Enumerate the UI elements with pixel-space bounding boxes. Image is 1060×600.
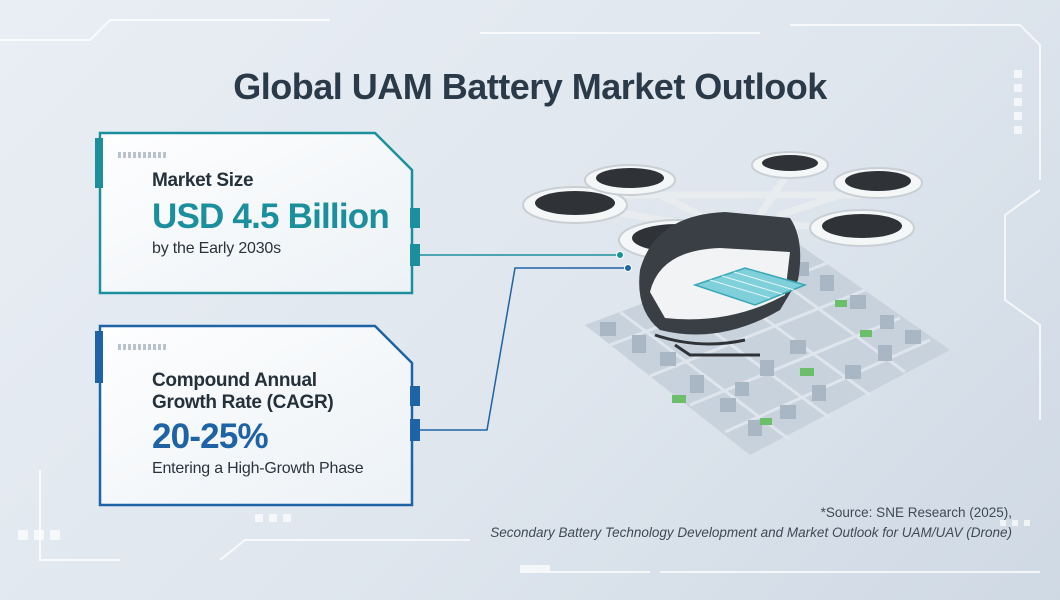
source-line2: Secondary Battery Technology Development…: [490, 525, 1012, 540]
cagr-text: Compound Annual Growth Rate (CAGR) 20-25…: [152, 370, 402, 478]
cagr-note: Entering a High-Growth Phase: [152, 460, 364, 477]
cagr-label-line1: Compound Annual: [152, 370, 317, 391]
page-title: Global UAM Battery Market Outlook: [233, 66, 827, 107]
cagr-value: 20-25%: [152, 417, 269, 456]
market-size-value: USD 4.5 Billion: [152, 197, 390, 236]
source-citation: *Source: SNE Research (2025), Secondary …: [490, 503, 1012, 543]
cagr-label-line2: Growth Rate (CAGR): [152, 392, 334, 413]
market-size-note: by the Early 2030s: [152, 240, 281, 257]
market-size-label: Market Size: [152, 170, 254, 191]
source-line1: *Source: SNE Research (2025),: [820, 505, 1012, 520]
market-size-text: Market Size USD 4.5 Billion by the Early…: [152, 170, 390, 258]
